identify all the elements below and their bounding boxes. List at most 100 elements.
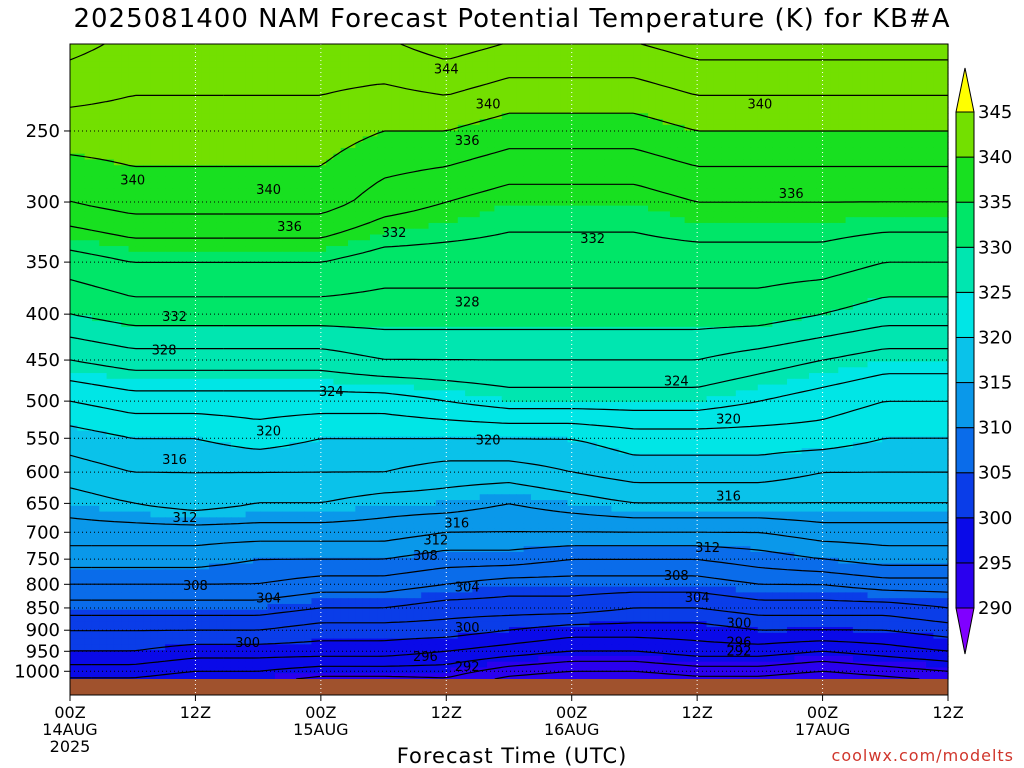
field-cell xyxy=(384,113,393,120)
field-cell xyxy=(99,274,108,282)
field-cell xyxy=(340,205,349,213)
field-cell xyxy=(157,217,166,224)
field-cell xyxy=(779,211,788,218)
field-cell xyxy=(245,194,254,201)
field-cell xyxy=(662,274,671,282)
field-cell xyxy=(479,280,488,288)
field-cell xyxy=(91,142,100,149)
field-cell xyxy=(494,84,503,91)
field-cell xyxy=(516,205,525,213)
field-cell xyxy=(399,55,408,62)
field-cell xyxy=(274,246,283,253)
field-cell xyxy=(413,269,422,276)
field-cell xyxy=(691,72,700,80)
field-cell xyxy=(296,246,305,253)
field-cell xyxy=(516,217,525,224)
field-cell xyxy=(648,119,656,126)
field-cell xyxy=(677,165,686,172)
field-cell xyxy=(501,136,510,143)
field-cell xyxy=(172,61,181,68)
field-cell xyxy=(479,159,488,166)
field-cell xyxy=(194,176,203,184)
field-cell xyxy=(355,205,364,213)
field-cell xyxy=(128,269,137,276)
field-cell xyxy=(838,61,847,68)
field-cell xyxy=(187,44,195,51)
field-cell xyxy=(574,153,583,161)
field-cell xyxy=(640,246,649,253)
field-cell xyxy=(106,171,115,178)
field-cell xyxy=(582,269,591,276)
field-cell xyxy=(626,61,634,68)
field-cell xyxy=(772,72,781,80)
field-cell xyxy=(165,176,174,184)
field-cell xyxy=(779,194,788,201)
field-cell xyxy=(743,176,752,184)
field-cell xyxy=(304,107,313,114)
field-cell xyxy=(801,246,810,253)
field-cell xyxy=(340,55,349,62)
field-cell xyxy=(245,165,254,172)
field-cell xyxy=(896,222,905,230)
field-cell xyxy=(318,240,327,247)
field-cell xyxy=(582,217,591,224)
field-cell xyxy=(523,136,532,143)
field-cell xyxy=(369,107,378,114)
field-cell xyxy=(926,95,934,103)
field-cell xyxy=(611,246,620,253)
field-cell xyxy=(318,280,327,288)
field-cell xyxy=(765,217,773,224)
field-cell xyxy=(816,153,825,161)
field-cell xyxy=(369,136,378,143)
field-cell xyxy=(457,119,466,126)
field-cell xyxy=(772,251,781,259)
field-cell xyxy=(926,136,934,143)
field-cell xyxy=(882,130,891,137)
field-cell xyxy=(399,95,408,103)
field-cell xyxy=(589,78,598,86)
field-cell xyxy=(911,147,920,155)
field-cell xyxy=(421,240,430,247)
field-cell xyxy=(304,263,313,270)
field-cell xyxy=(391,222,400,230)
field-cell xyxy=(179,280,188,288)
field-cell xyxy=(106,211,115,218)
field-cell xyxy=(560,274,569,282)
field-cell xyxy=(516,95,525,103)
field-cell xyxy=(669,274,678,282)
field-cell xyxy=(348,246,356,253)
field-cell xyxy=(735,49,744,57)
field-cell xyxy=(904,67,913,74)
field-cell xyxy=(369,257,378,264)
field-cell xyxy=(867,188,876,195)
field-cell xyxy=(465,211,474,218)
field-cell xyxy=(326,188,334,195)
field-cell xyxy=(282,159,291,166)
field-cell xyxy=(252,49,261,57)
field-cell xyxy=(596,78,605,86)
field-cell xyxy=(545,95,554,103)
field-cell xyxy=(165,55,174,62)
field-cell xyxy=(187,269,195,276)
field-cell xyxy=(384,234,393,241)
field-cell xyxy=(516,159,525,166)
field-cell xyxy=(794,78,803,86)
field-cell xyxy=(348,90,356,97)
field-cell xyxy=(582,90,591,97)
field-cell xyxy=(77,222,86,230)
field-cell xyxy=(648,147,656,155)
field-cell xyxy=(311,72,320,80)
field-cell xyxy=(618,90,627,97)
field-cell xyxy=(830,159,839,166)
field-cell xyxy=(384,194,393,201)
field-cell xyxy=(567,44,576,51)
field-cell xyxy=(172,263,181,270)
field-cell xyxy=(728,90,737,97)
field-cell xyxy=(450,124,459,132)
field-cell xyxy=(340,95,349,103)
field-cell xyxy=(838,211,847,218)
field-cell xyxy=(201,95,210,103)
field-cell xyxy=(165,72,174,80)
field-cell xyxy=(545,61,554,68)
field-cell xyxy=(509,84,517,91)
